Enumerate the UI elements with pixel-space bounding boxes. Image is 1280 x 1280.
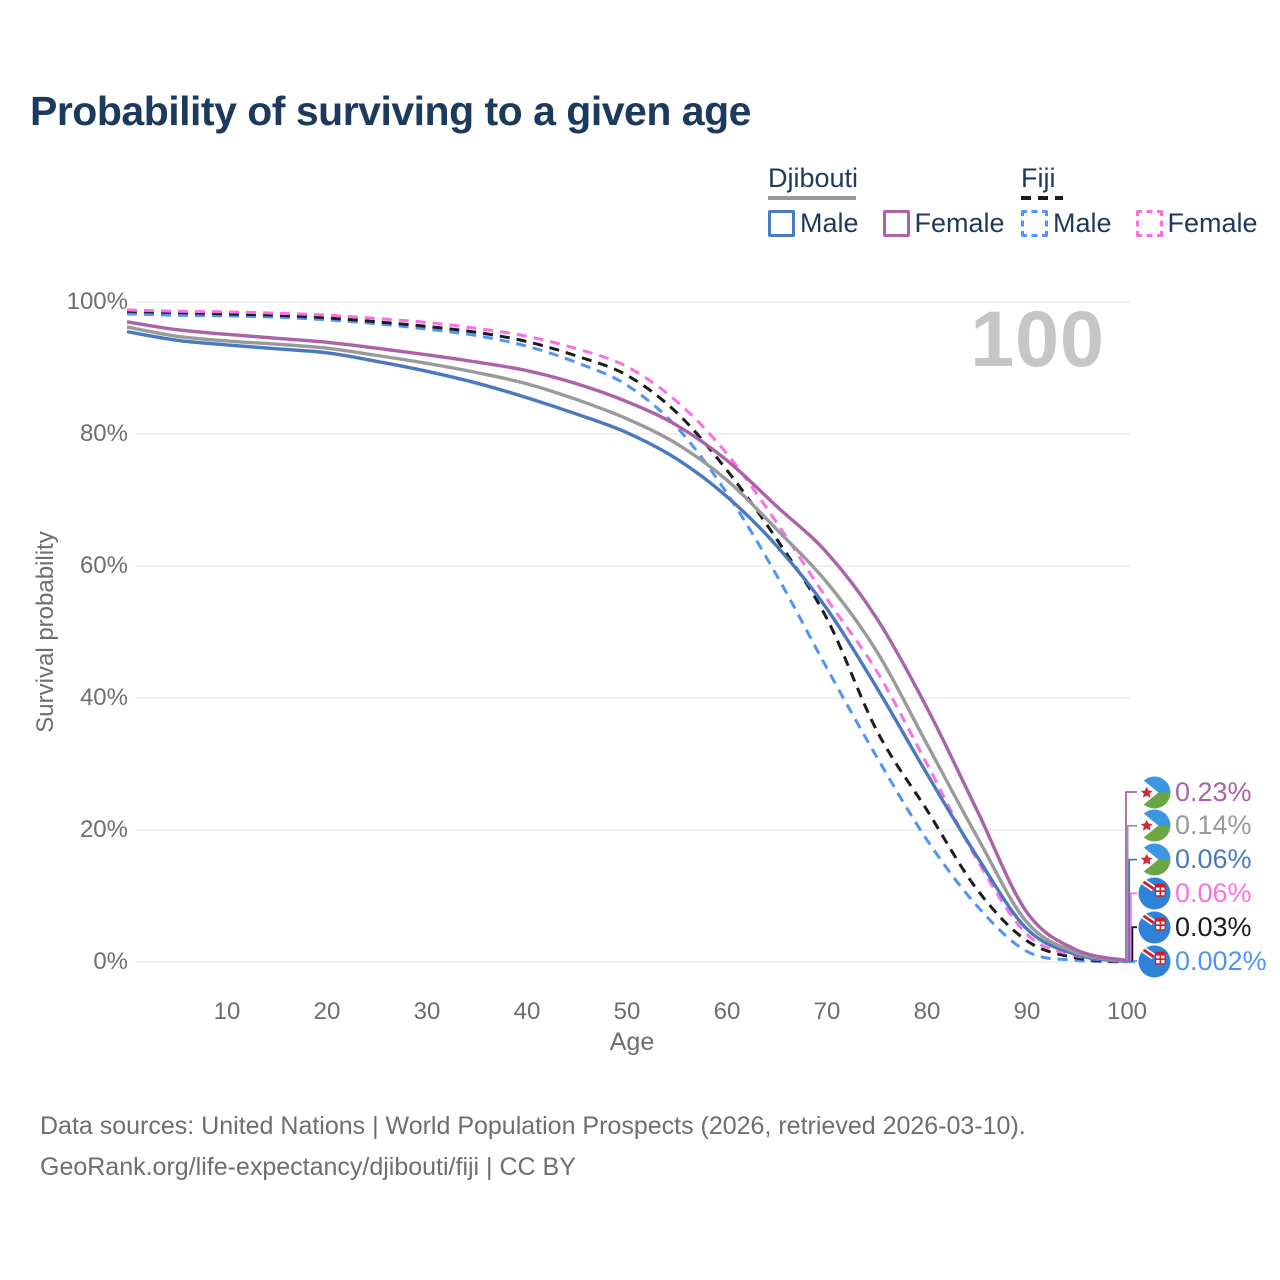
fiji-flag-icon <box>1138 944 1171 978</box>
end-value-djibouti-male: 0.06% <box>1175 844 1252 875</box>
x-tick-label-10: 10 <box>213 998 241 1025</box>
line-djibouti-male[interactable] <box>126 330 1128 964</box>
legend-label-djibouti-female[interactable]: Female <box>914 208 1005 238</box>
source-footer: Data sources: United Nations | World Pop… <box>40 1106 1026 1188</box>
end-label-leader-djibouti-female <box>1125 791 1137 962</box>
legend-country-djibouti[interactable]: Djibouti <box>768 163 859 193</box>
end-value-fiji: 0.03% <box>1175 911 1252 942</box>
x-tick-label-70: 70 <box>813 998 841 1025</box>
end-value-djibouti-female: 0.23% <box>1175 776 1252 807</box>
x-tick-label-80: 80 <box>913 998 941 1025</box>
djibouti-line-swatch <box>768 196 856 200</box>
legend-label-fiji-female[interactable]: Female <box>1167 208 1258 238</box>
djibouti-male-swatch[interactable] <box>768 210 795 237</box>
end-label-leader-fiji-male <box>1127 960 1137 963</box>
x-tick-label-20: 20 <box>313 998 341 1025</box>
end-label-fiji-male[interactable]: 0.002% <box>1138 944 1267 978</box>
x-tick-label-50: 50 <box>613 998 641 1025</box>
x-tick-label-40: 40 <box>513 998 541 1025</box>
end-label-fiji[interactable]: 0.03% <box>1138 910 1252 944</box>
x-tick-label-30: 30 <box>413 998 441 1025</box>
x-tick-label-60: 60 <box>713 998 741 1025</box>
y-tick-label-60%: 60% <box>79 552 128 579</box>
legend-group-djibouti: Djibouti Male Female <box>768 163 1024 239</box>
y-tick-label-20%: 20% <box>79 816 128 843</box>
end-label-djibouti-male[interactable]: 0.06% <box>1138 843 1252 877</box>
legend-group-fiji: Fiji Male Female <box>1021 163 1277 239</box>
legend-label-djibouti-male[interactable]: Male <box>800 208 859 238</box>
djibouti-flag-icon <box>1138 775 1171 809</box>
djibouti-female-swatch[interactable] <box>882 210 910 237</box>
footer-line-1: Data sources: United Nations | World Pop… <box>40 1112 1026 1140</box>
hover-age-watermark: 100 <box>970 294 1105 383</box>
fiji-female-swatch[interactable] <box>1135 210 1163 237</box>
x-axis-title: Age <box>609 1028 655 1056</box>
end-value-djibouti: 0.14% <box>1175 810 1252 841</box>
line-djibouti[interactable] <box>126 325 1128 963</box>
fiji-flag-icon <box>1138 877 1171 910</box>
fiji-line-swatch <box>1021 196 1063 200</box>
footer-line-2: GeoRank.org/life-expectancy/djibouti/fij… <box>40 1153 576 1181</box>
line-fiji-female[interactable] <box>126 308 1128 964</box>
end-label-djibouti[interactable]: 0.14% <box>1138 809 1252 843</box>
page-title: Probability of surviving to a given age <box>30 88 751 134</box>
legend-country-fiji[interactable]: Fiji <box>1021 163 1056 193</box>
djibouti-flag-icon <box>1138 809 1171 842</box>
djibouti-flag-icon <box>1138 843 1171 876</box>
x-tick-label-90: 90 <box>1013 998 1041 1025</box>
end-label-fiji-female[interactable]: 0.06% <box>1138 876 1252 910</box>
y-tick-label-0%: 0% <box>93 948 128 975</box>
line-djibouti-female[interactable] <box>126 320 1128 963</box>
y-tick-label-80%: 80% <box>79 420 128 447</box>
fiji-flag-icon <box>1138 911 1171 944</box>
legend-label-fiji-male[interactable]: Male <box>1053 208 1112 238</box>
end-value-fiji-male: 0.002% <box>1175 945 1267 976</box>
end-value-fiji-female: 0.06% <box>1175 877 1252 908</box>
line-fiji-male[interactable] <box>126 312 1128 964</box>
y-tick-label-100%: 100% <box>66 288 128 315</box>
line-fiji[interactable] <box>126 309 1128 964</box>
x-tick-label-100: 100 <box>1106 998 1148 1025</box>
y-tick-label-40%: 40% <box>79 684 128 711</box>
fiji-male-swatch[interactable] <box>1021 210 1048 237</box>
end-label-djibouti-female[interactable]: 0.23% <box>1138 775 1252 809</box>
